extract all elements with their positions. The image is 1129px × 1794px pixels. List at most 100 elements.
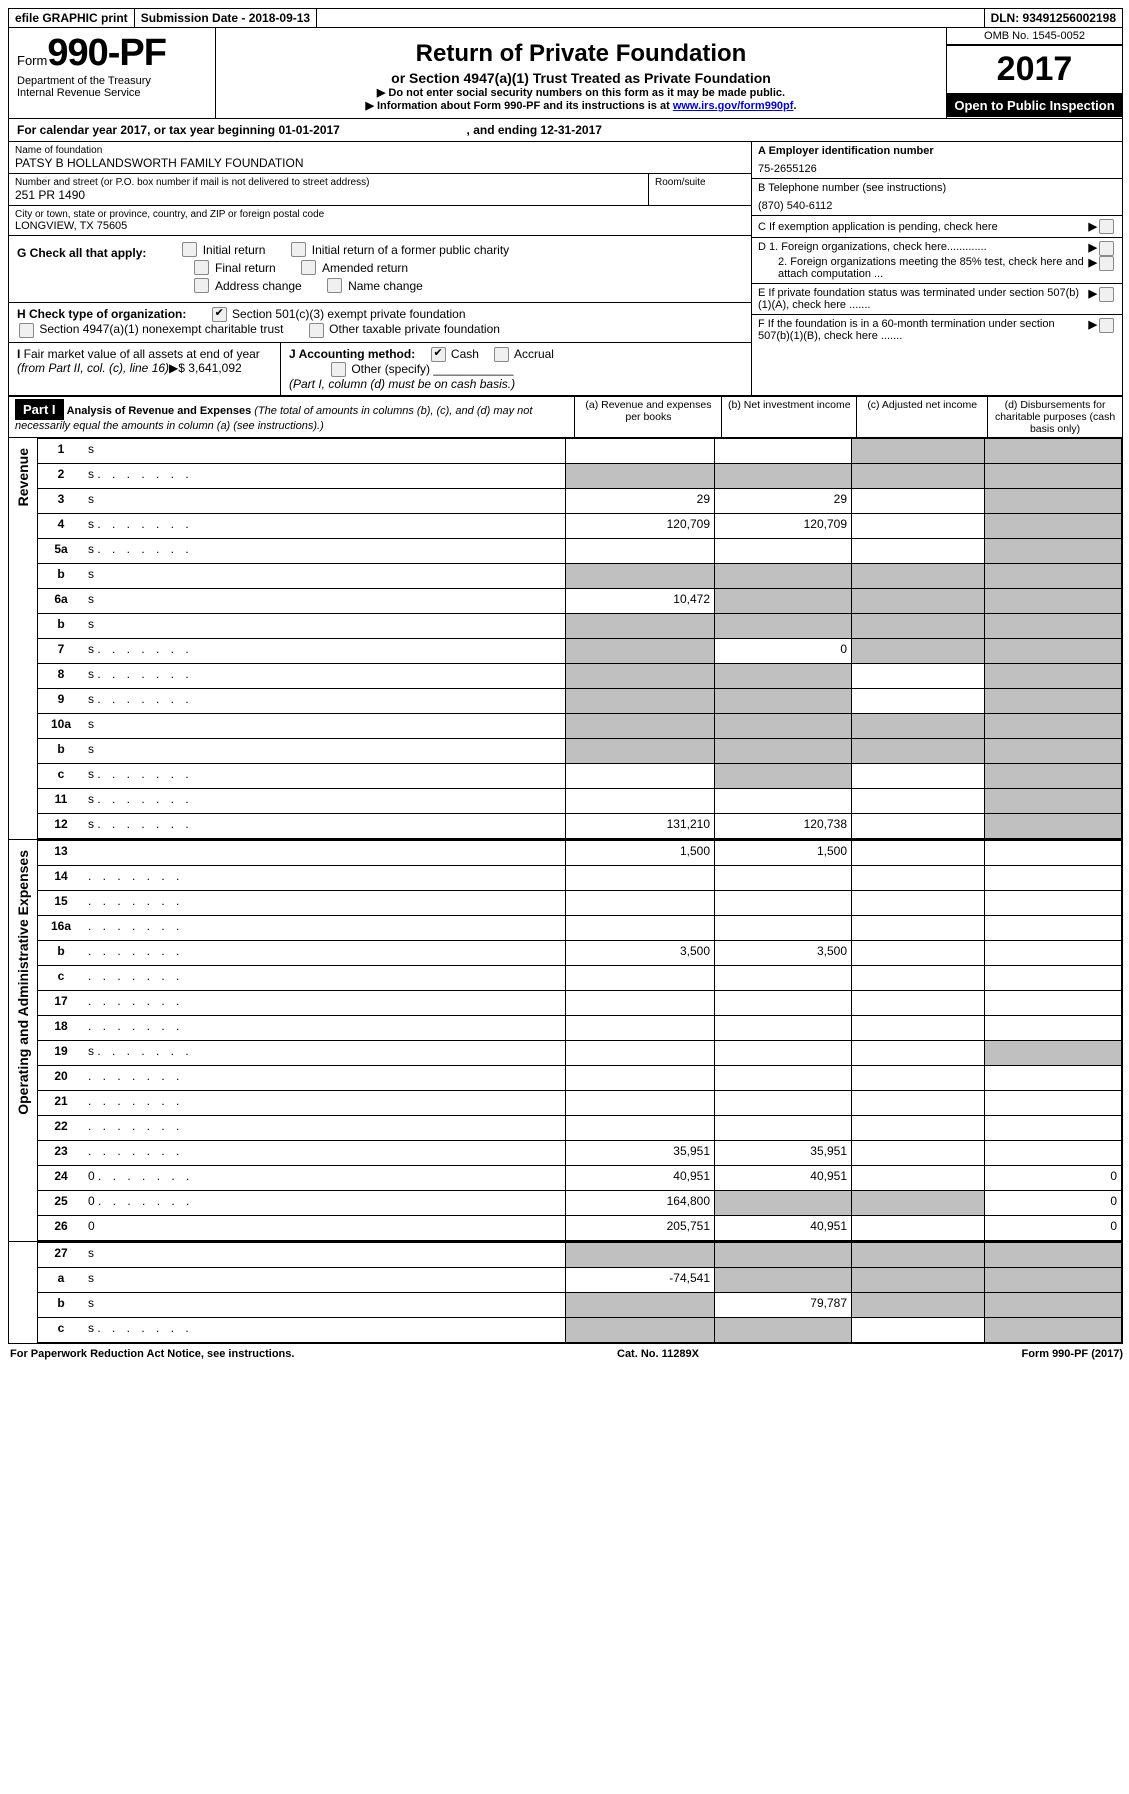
table-row: 23 . . . . . . .35,95135,951 bbox=[38, 1141, 1122, 1166]
table-row: 260205,75140,9510 bbox=[38, 1216, 1122, 1241]
checkbox-d2[interactable] bbox=[1099, 256, 1114, 271]
g-final: Final return bbox=[215, 261, 276, 275]
line-number: b bbox=[38, 564, 84, 589]
col-d: 0 bbox=[985, 1191, 1122, 1216]
col-b bbox=[715, 739, 852, 764]
expenses-table: 131,5001,50014 . . . . . . .15 . . . . .… bbox=[38, 840, 1122, 1241]
col-c bbox=[852, 739, 985, 764]
f-label: F If the foundation is in a 60-month ter… bbox=[758, 318, 1089, 342]
col-a-header: (a) Revenue and expenses per books bbox=[574, 397, 721, 437]
checkbox-cash[interactable] bbox=[431, 347, 446, 362]
col-a bbox=[566, 916, 715, 941]
line-description: s . . . . . . . bbox=[84, 689, 566, 714]
address: 251 PR 1490 bbox=[15, 188, 642, 202]
table-row: cs . . . . . . . bbox=[38, 764, 1122, 789]
col-a: 10,472 bbox=[566, 589, 715, 614]
checkbox-accrual[interactable] bbox=[494, 347, 509, 362]
col-b-header: (b) Net investment income bbox=[721, 397, 856, 437]
calyear-pre: For calendar year 2017, or tax year begi… bbox=[17, 123, 278, 137]
checkbox-c[interactable] bbox=[1099, 219, 1114, 234]
table-row: 21 . . . . . . . bbox=[38, 1091, 1122, 1116]
table-row: c . . . . . . . bbox=[38, 966, 1122, 991]
col-b bbox=[715, 689, 852, 714]
g-amended: Amended return bbox=[322, 261, 408, 275]
table-row: bs bbox=[38, 614, 1122, 639]
subtract-table: 27sas-74,541bs79,787cs . . . . . . . bbox=[38, 1242, 1122, 1343]
line-number: 14 bbox=[38, 866, 84, 891]
checkbox-4947[interactable] bbox=[19, 323, 34, 338]
revenue-table: 1s2s . . . . . . .3s29294s . . . . . . .… bbox=[38, 438, 1122, 839]
submission-date: Submission Date - 2018-09-13 bbox=[135, 9, 317, 27]
e-label: E If private foundation status was termi… bbox=[758, 287, 1089, 311]
tax-year: 2017 bbox=[947, 45, 1122, 94]
checkbox-initial-return[interactable] bbox=[182, 242, 197, 257]
col-d bbox=[985, 639, 1122, 664]
line-number: 18 bbox=[38, 1016, 84, 1041]
instructions-link[interactable]: www.irs.gov/form990pf bbox=[673, 100, 794, 112]
header-center: Return of Private Foundation or Section … bbox=[216, 28, 946, 118]
col-d bbox=[985, 1016, 1122, 1041]
line-number: b bbox=[38, 941, 84, 966]
col-a: -74,541 bbox=[566, 1268, 715, 1293]
line-number: 4 bbox=[38, 514, 84, 539]
line-description: . . . . . . . bbox=[84, 891, 566, 916]
col-d bbox=[985, 714, 1122, 739]
calyear-begin: 01-01-2017 bbox=[278, 123, 339, 137]
table-row: 17 . . . . . . . bbox=[38, 991, 1122, 1016]
col-a bbox=[566, 1293, 715, 1318]
col-b bbox=[715, 589, 852, 614]
checkbox-f[interactable] bbox=[1099, 318, 1114, 333]
checkbox-e[interactable] bbox=[1099, 287, 1114, 302]
line-number: 25 bbox=[38, 1191, 84, 1216]
g-name: Name change bbox=[348, 279, 423, 293]
line-number: c bbox=[38, 966, 84, 991]
ein-cell: A Employer identification number 75-2655… bbox=[752, 142, 1122, 179]
col-d bbox=[985, 464, 1122, 489]
col-c bbox=[852, 439, 985, 464]
line-description: s . . . . . . . bbox=[84, 814, 566, 839]
checkbox-other-taxable[interactable] bbox=[309, 323, 324, 338]
checkbox-amended[interactable] bbox=[301, 260, 316, 275]
j-cash: Cash bbox=[451, 347, 479, 361]
table-row: 1s bbox=[38, 439, 1122, 464]
table-row: 11s . . . . . . . bbox=[38, 789, 1122, 814]
col-b bbox=[715, 1243, 852, 1268]
checkbox-d1[interactable] bbox=[1099, 241, 1114, 256]
line-number: 7 bbox=[38, 639, 84, 664]
info-right: A Employer identification number 75-2655… bbox=[752, 142, 1122, 395]
table-row: cs . . . . . . . bbox=[38, 1318, 1122, 1343]
col-d bbox=[985, 514, 1122, 539]
col-a bbox=[566, 639, 715, 664]
col-a bbox=[566, 464, 715, 489]
line-description: s bbox=[84, 714, 566, 739]
col-d bbox=[985, 1141, 1122, 1166]
col-b: 1,500 bbox=[715, 841, 852, 866]
checkbox-name-change[interactable] bbox=[327, 278, 342, 293]
line-description: s . . . . . . . bbox=[84, 514, 566, 539]
line-number: 6a bbox=[38, 589, 84, 614]
table-row: bs79,787 bbox=[38, 1293, 1122, 1318]
col-a bbox=[566, 891, 715, 916]
col-b: 120,738 bbox=[715, 814, 852, 839]
col-c bbox=[852, 664, 985, 689]
checkbox-final-return[interactable] bbox=[194, 260, 209, 275]
col-c bbox=[852, 814, 985, 839]
col-d bbox=[985, 739, 1122, 764]
col-c bbox=[852, 764, 985, 789]
table-row: 5as . . . . . . . bbox=[38, 539, 1122, 564]
line-description: s bbox=[84, 589, 566, 614]
col-a: 205,751 bbox=[566, 1216, 715, 1241]
col-b bbox=[715, 1041, 852, 1066]
table-row: 7s . . . . . . .0 bbox=[38, 639, 1122, 664]
col-a bbox=[566, 1066, 715, 1091]
col-a bbox=[566, 539, 715, 564]
line-description: . . . . . . . bbox=[84, 1116, 566, 1141]
checkbox-501c3[interactable] bbox=[212, 307, 227, 322]
col-d bbox=[985, 614, 1122, 639]
col-b: 79,787 bbox=[715, 1293, 852, 1318]
checkbox-other-method[interactable] bbox=[331, 362, 346, 377]
name-label: Name of foundation bbox=[15, 145, 745, 156]
checkbox-initial-former[interactable] bbox=[291, 242, 306, 257]
col-c bbox=[852, 1216, 985, 1241]
checkbox-address-change[interactable] bbox=[194, 278, 209, 293]
